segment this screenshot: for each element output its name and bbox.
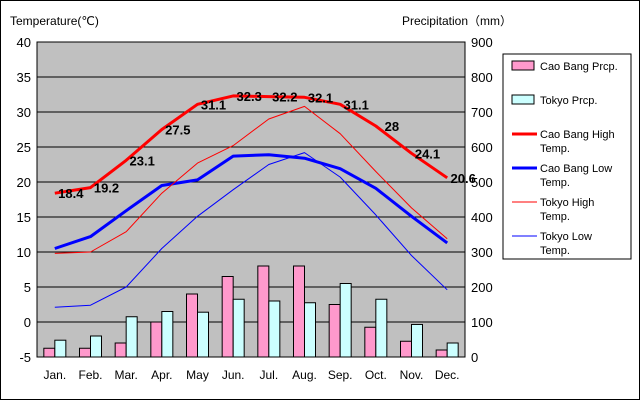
data-label: 32.1 xyxy=(308,90,333,105)
plot-area xyxy=(36,41,466,358)
precip-bar xyxy=(446,342,459,358)
precip-bar xyxy=(293,265,305,358)
legend-label: Tokyo High Temp. xyxy=(540,197,594,223)
left-tick-label: 5 xyxy=(24,280,31,295)
precip-bar xyxy=(186,293,198,358)
temperature-line xyxy=(54,152,448,308)
x-tick-label: Jan. xyxy=(43,368,66,382)
left-tick-label: 30 xyxy=(17,105,31,120)
precip-bar xyxy=(304,302,316,358)
precip-bar xyxy=(400,340,412,358)
x-tick-label: May xyxy=(186,368,209,382)
right-tick-label: 700 xyxy=(471,105,493,120)
data-label: 28 xyxy=(385,119,399,134)
precip-bar xyxy=(161,311,174,358)
right-tick-label: 200 xyxy=(471,280,493,295)
legend-swatch xyxy=(511,60,535,71)
right-tick-label: 300 xyxy=(471,245,493,260)
left-axis-ticks: -5 0 5 10 15 20 25 30 35 40 xyxy=(17,35,31,365)
data-label: 31.1 xyxy=(344,97,369,112)
x-tick-label: Jun. xyxy=(222,368,245,382)
precip-bar xyxy=(375,298,388,358)
data-label: 19.2 xyxy=(94,181,119,196)
left-tick-label: 25 xyxy=(17,140,31,155)
left-tick-label: 15 xyxy=(17,210,31,225)
precip-bar xyxy=(79,347,91,358)
x-tick-label: Aug. xyxy=(292,368,317,382)
grid-lines xyxy=(37,76,465,323)
data-label: 32.3 xyxy=(237,89,262,104)
x-tick-label: Feb. xyxy=(78,368,102,382)
legend-label: Cao Bang Prcp. xyxy=(540,61,618,73)
precip-bar xyxy=(435,349,448,358)
legend-label: Tokyo Prcp. xyxy=(540,95,597,107)
precip-bar xyxy=(221,276,234,358)
legend-swatch xyxy=(511,94,535,105)
x-tick-label: Nov. xyxy=(400,368,424,382)
legend: Cao Bang Prcp. Tokyo Prcp. Cao Bang High Te… xyxy=(511,60,618,257)
data-labels: 18.4 19.2 23.1 27.5 31.1 32.3 32.2 32.1 31.1 28 24… xyxy=(58,89,476,201)
precip-bar xyxy=(125,316,138,358)
precip-bar xyxy=(150,321,163,358)
precip-bar xyxy=(232,298,245,358)
right-tick-label: 100 xyxy=(471,315,493,330)
right-tick-label: 500 xyxy=(471,175,493,190)
x-tick-label: Oct. xyxy=(365,368,387,382)
temperature-line xyxy=(54,94,449,195)
precip-bar xyxy=(268,300,281,358)
legend-box xyxy=(502,53,632,260)
temperature-lines xyxy=(54,94,449,308)
left-tick-label: -5 xyxy=(19,350,31,365)
x-tick-label: Jul. xyxy=(259,368,278,382)
left-tick-label: 0 xyxy=(24,315,31,330)
data-label: 27.5 xyxy=(165,123,190,138)
x-tick-label: Sep. xyxy=(328,368,353,382)
temperature-line xyxy=(54,153,449,250)
right-axis-ticks: 0 100 200 300 400 500 600 700 800 900 xyxy=(471,35,493,365)
data-label: 20.6 xyxy=(451,171,476,186)
data-label: 23.1 xyxy=(130,153,155,168)
left-tick-label: 10 xyxy=(17,245,31,260)
precip-bar xyxy=(90,335,102,358)
left-tick-label: 20 xyxy=(17,175,31,190)
precip-bar xyxy=(43,347,56,358)
precip-bar xyxy=(339,283,352,358)
precipitation-bars xyxy=(43,265,459,358)
temperature-line xyxy=(54,105,448,254)
right-tick-label: 400 xyxy=(471,210,493,225)
x-tick-label: Dec. xyxy=(435,368,460,382)
data-label: 32.2 xyxy=(272,90,297,105)
right-tick-label: 0 xyxy=(471,350,478,365)
precip-bar xyxy=(114,342,127,358)
data-label: 31.1 xyxy=(201,97,226,112)
precip-bar xyxy=(328,304,341,358)
right-tick-label: 900 xyxy=(471,35,493,50)
right-tick-label: 600 xyxy=(471,140,493,155)
precip-bar xyxy=(257,265,270,358)
precip-bar xyxy=(364,326,377,358)
precip-bar xyxy=(411,323,423,358)
data-label: 18.4 xyxy=(58,186,84,201)
legend-label: Cao Bang Low Temp. xyxy=(540,163,612,189)
right-tick-label: 800 xyxy=(471,70,493,85)
legend-label: Tokyo Low Temp. xyxy=(540,231,592,257)
precip-bar xyxy=(197,311,209,358)
x-tick-label: Apr. xyxy=(151,368,172,382)
legend-label: Cao Bang High Temp. xyxy=(540,129,615,155)
precip-bar xyxy=(54,339,67,358)
left-axis-title: Temperature(℃) xyxy=(10,14,99,28)
x-tick-label: Mar. xyxy=(114,368,137,382)
right-axis-title: Precipitation（mm） xyxy=(402,14,512,28)
left-tick-label: 40 xyxy=(17,35,31,50)
data-label: 24.1 xyxy=(415,146,440,161)
left-tick-label: 35 xyxy=(17,70,31,85)
x-axis-ticks: Jan. Feb. Mar. Apr. May Jun. Jul. Aug. Sep. Oct. N… xyxy=(43,368,459,382)
